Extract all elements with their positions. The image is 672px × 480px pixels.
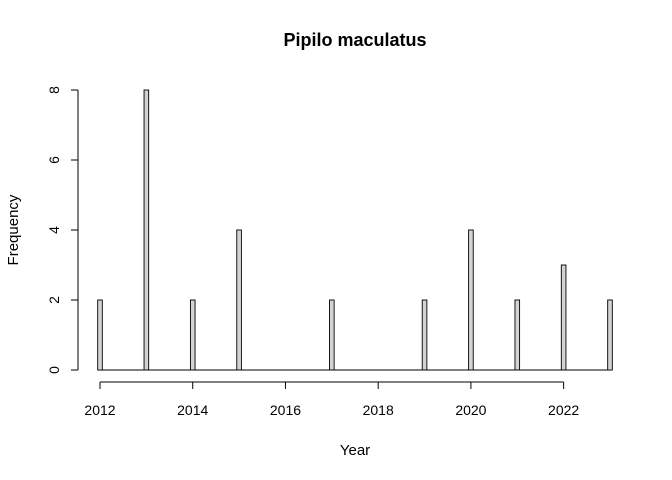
y-tick-label-0: 0 <box>46 366 62 374</box>
x-tick-label-2012: 2012 <box>84 402 115 418</box>
bar-2015 <box>236 229 242 371</box>
y-tick-label-4: 4 <box>46 226 62 234</box>
y-tick-label-6: 6 <box>46 156 62 164</box>
x-axis-label: Year <box>340 442 370 459</box>
bar-2012 <box>97 299 103 371</box>
bar-2020 <box>468 229 474 371</box>
x-tick-label-2016: 2016 <box>270 402 301 418</box>
bars-group <box>97 89 613 371</box>
y-axis: 0 2 4 6 8 <box>46 86 79 374</box>
y-axis-label: Frequency <box>5 194 22 265</box>
bar-2014 <box>189 299 196 371</box>
bar-2019 <box>421 299 428 371</box>
y-tick-label-8: 8 <box>46 86 62 94</box>
bar-2023 <box>607 299 613 371</box>
bar-2017 <box>329 299 335 371</box>
x-tick-label-2022: 2022 <box>548 402 579 418</box>
x-tick-label-2018: 2018 <box>363 402 394 418</box>
x-tick-label-2014: 2014 <box>177 402 208 418</box>
y-tick-label-2: 2 <box>46 296 62 304</box>
bar-2021 <box>514 299 521 371</box>
bar-2022 <box>560 264 567 371</box>
x-axis: 2012 2014 2016 2018 2020 2022 <box>84 381 579 418</box>
chart-title: Pipilo maculatus <box>283 30 426 50</box>
bar-2013 <box>143 89 150 371</box>
x-tick-label-2020: 2020 <box>455 402 486 418</box>
